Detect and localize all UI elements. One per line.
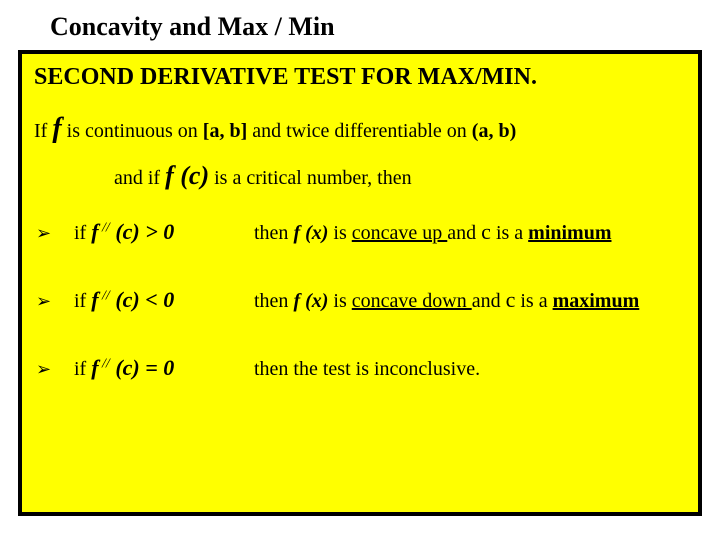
f-letter: f (91, 287, 98, 312)
prime-marks: // (99, 288, 110, 303)
inequality: = 0 (145, 355, 174, 380)
f-of-c: f (c) (165, 161, 209, 190)
conclusion: then f (x) is concave down and c is a ma… (254, 287, 686, 313)
f-of-x: f (x) (293, 290, 328, 312)
f-letter: f (91, 355, 98, 380)
hypothesis-line-2: and if f (c) is a critical number, then (114, 161, 686, 191)
arg-c: (c) (110, 355, 145, 380)
text: and (472, 290, 506, 312)
text: if (74, 222, 91, 244)
hypothesis-line-1: If f is continuous on [a, b] and twice d… (34, 113, 686, 145)
text: is a (515, 290, 552, 312)
conclusion: then the test is inconclusive. (254, 358, 686, 381)
text: is (328, 290, 351, 312)
text: is a (491, 222, 528, 244)
text: If (34, 120, 52, 142)
bullet-row: ➢ if f // (c) < 0 then f (x) is concave … (34, 287, 686, 313)
bullet-icon: ➢ (34, 223, 74, 244)
text: and if (114, 167, 165, 189)
text: then the test is inconclusive. (254, 358, 480, 380)
arg-c: (c) (110, 287, 145, 312)
theorem-box: SECOND DERIVATIVE TEST FOR MAX/MIN. If f… (18, 50, 702, 516)
box-subtitle: SECOND DERIVATIVE TEST FOR MAX/MIN. (34, 64, 686, 91)
function-f: f (52, 113, 61, 144)
bullet-row: ➢ if f // (c) > 0 then f (x) is concave … (34, 219, 686, 245)
page-title: Concavity and Max / Min (18, 12, 702, 42)
text: is continuous on (62, 120, 203, 142)
conclusion: then f (x) is concave up and c is a mini… (254, 219, 686, 245)
prime-marks: // (99, 220, 110, 235)
bullet-icon: ➢ (34, 291, 74, 312)
bullet-row: ➢ if f // (c) = 0 then the test is incon… (34, 355, 686, 381)
f-letter: f (91, 219, 98, 244)
prime-marks: // (99, 356, 110, 371)
text: then (254, 290, 293, 312)
interval-open: (a, b) (472, 120, 516, 142)
condition: if f // (c) > 0 (74, 219, 254, 245)
text: and (447, 222, 481, 244)
c-letter: c (506, 287, 516, 312)
slide: Concavity and Max / Min SECOND DERIVATIV… (0, 0, 720, 540)
min-max: maximum (553, 290, 640, 312)
f-of-x: f (x) (293, 222, 328, 244)
condition: if f // (c) < 0 (74, 287, 254, 313)
text: and twice differentiable on (247, 120, 472, 142)
text: is (328, 222, 351, 244)
text: if (74, 290, 91, 312)
condition: if f // (c) = 0 (74, 355, 254, 381)
concavity: concave down (352, 290, 472, 312)
inequality: > 0 (145, 219, 174, 244)
text: if (74, 358, 91, 380)
arg-c: (c) (110, 219, 145, 244)
concavity: concave up (352, 222, 448, 244)
c-letter: c (481, 219, 491, 244)
text: then (254, 222, 293, 244)
bullet-icon: ➢ (34, 359, 74, 380)
interval-closed: [a, b] (203, 120, 247, 142)
text: is a critical number, then (209, 167, 411, 189)
min-max: minimum (528, 222, 611, 244)
inequality: < 0 (145, 287, 174, 312)
